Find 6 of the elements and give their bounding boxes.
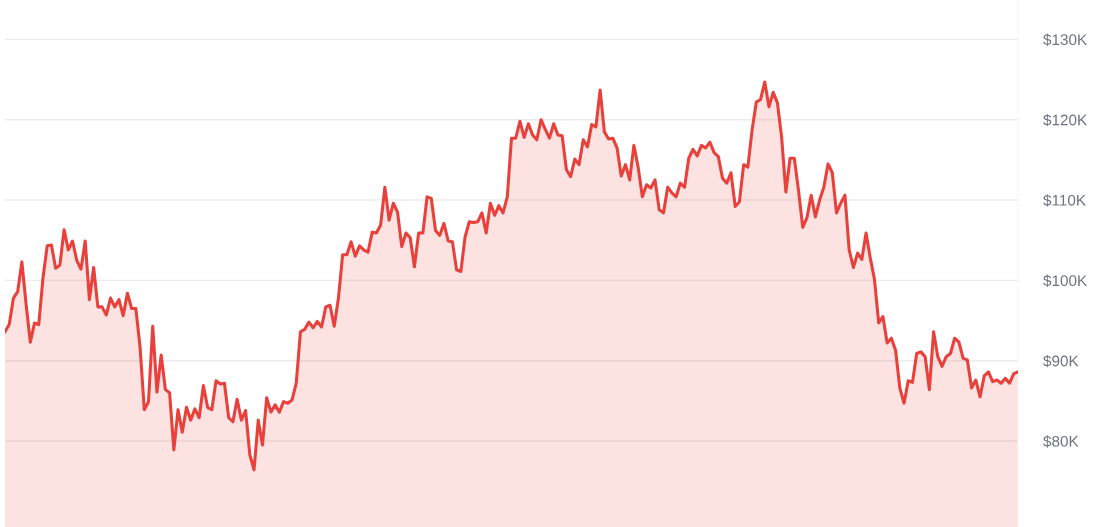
y-tick-label: $120K [1043, 113, 1088, 127]
y-tick-label: $130K [1043, 33, 1088, 46]
y-tick-label: $110K [1043, 194, 1086, 207]
y-tick-label: $90K [1043, 354, 1079, 368]
y-tick-label: $80K [1043, 435, 1079, 448]
y-tick-label: $100K [1043, 274, 1088, 287]
